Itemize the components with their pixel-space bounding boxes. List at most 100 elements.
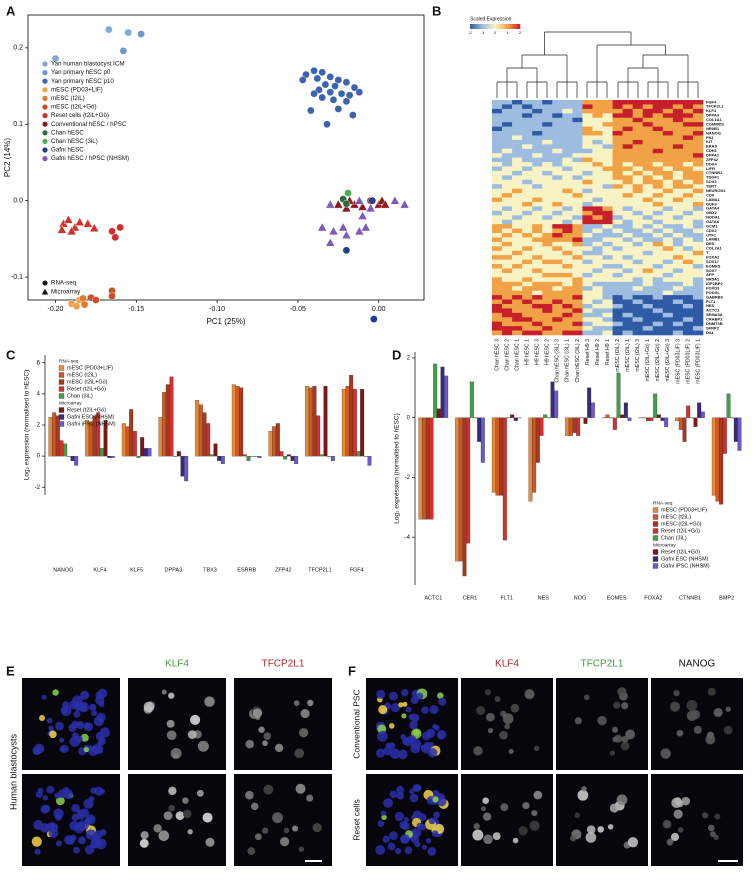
heatmap-cell xyxy=(692,131,704,136)
legend-swatch xyxy=(58,386,65,392)
heatmap-cell xyxy=(492,108,503,114)
data-point xyxy=(51,54,60,63)
legend-swatch xyxy=(652,507,659,513)
heatmap-cell xyxy=(622,290,633,296)
heatmap-cell xyxy=(562,326,573,331)
heatmap-cell xyxy=(552,330,563,336)
data-point xyxy=(326,88,335,96)
heatmap-cell xyxy=(592,290,603,296)
heatmap-cell xyxy=(662,259,674,265)
heatmap-cell xyxy=(582,255,593,260)
cell-nucleus xyxy=(375,845,386,855)
heatmap-cell xyxy=(642,126,654,132)
heatmap-cell xyxy=(502,303,513,309)
heatmap-cell xyxy=(552,206,563,212)
heatmap-cell xyxy=(522,246,533,252)
heatmap-cell xyxy=(592,237,603,243)
heatmap-cell xyxy=(682,290,694,296)
heatmap-cell xyxy=(592,175,603,181)
cell-nucleus xyxy=(42,795,48,801)
legend-label: Microarray xyxy=(51,289,81,296)
heatmap-cell xyxy=(682,188,694,194)
heatmap-cell xyxy=(542,317,553,322)
bar xyxy=(52,412,57,457)
heatmap-cell xyxy=(542,308,553,314)
heatmap-cell xyxy=(572,126,583,132)
heatmap-cell xyxy=(582,108,593,114)
heatmap-cell xyxy=(592,135,603,141)
cell-nucleus xyxy=(300,709,310,719)
heatmap-cell xyxy=(562,303,573,309)
bar xyxy=(455,417,460,562)
heatmap-cell xyxy=(592,201,603,207)
heatmap-cell xyxy=(652,308,664,314)
bar xyxy=(132,431,137,457)
heatmap-cell xyxy=(592,281,603,287)
bar xyxy=(550,381,555,418)
y-tick-label: 2 xyxy=(37,423,41,429)
heatmap-cell xyxy=(632,126,644,132)
heatmap-cell xyxy=(612,219,623,225)
cell-nucleus xyxy=(414,841,421,848)
heatmap-cell xyxy=(632,170,644,176)
heatmap-cell xyxy=(682,268,694,274)
heatmap-cell xyxy=(542,241,553,247)
data-point xyxy=(310,89,318,98)
panel-letter: B xyxy=(432,3,441,18)
heatmap-cell xyxy=(512,286,523,291)
cell-nucleus xyxy=(263,784,274,795)
heatmap-cell xyxy=(552,295,563,300)
heatmap-cell xyxy=(602,108,613,114)
heatmap-cell xyxy=(522,122,533,127)
heatmap-cell xyxy=(652,277,664,283)
heatmap-cell xyxy=(662,108,674,114)
heatmap-cell xyxy=(602,326,613,331)
heatmap-cell xyxy=(582,139,593,145)
heatmap-cell xyxy=(612,233,623,238)
cell-nucleus xyxy=(87,745,99,756)
heatmap-cell xyxy=(642,286,654,291)
heatmap-cell xyxy=(652,104,664,110)
heatmap-cell xyxy=(532,144,543,150)
bar xyxy=(612,417,617,430)
heatmap-cell xyxy=(572,184,583,189)
heatmap-cell xyxy=(522,237,533,243)
cell-nucleus xyxy=(473,823,480,830)
heatmap-cell xyxy=(512,277,523,283)
bar xyxy=(495,417,500,496)
heatmap-cell xyxy=(532,321,543,327)
heatmap-cell xyxy=(572,215,583,221)
heatmap-cell xyxy=(602,179,613,185)
heatmap-cell xyxy=(612,144,623,150)
row-label: GABRB3 xyxy=(706,294,724,299)
heatmap-cell xyxy=(682,317,694,322)
heatmap-cell xyxy=(612,157,623,163)
heatmap-cell xyxy=(522,228,533,234)
y-tick-label: 4 xyxy=(37,391,41,397)
heatmap-cell xyxy=(542,219,553,225)
cell-nucleus xyxy=(574,812,580,818)
heatmap-cell xyxy=(562,330,573,336)
heatmap-cell xyxy=(632,162,644,167)
heatmap-cell xyxy=(572,290,583,296)
heatmap-cell xyxy=(582,131,593,136)
bar xyxy=(444,375,449,418)
heatmap-cell xyxy=(692,233,704,238)
heatmap-cell xyxy=(692,184,704,189)
heatmap-cell xyxy=(592,308,603,314)
heatmap-cell xyxy=(622,233,633,238)
heatmap-cell xyxy=(512,228,523,234)
bar xyxy=(645,417,650,421)
heatmap-cell xyxy=(692,299,704,305)
heatmap-cell xyxy=(592,113,603,119)
heatmap-cell xyxy=(662,281,674,287)
legend-label: Chan (3iL) xyxy=(67,393,93,399)
heatmap-cell xyxy=(592,166,603,172)
heatmap-cell xyxy=(622,179,633,185)
cell-nucleus xyxy=(502,713,514,725)
bar xyxy=(279,451,284,457)
bar xyxy=(367,455,372,466)
heatmap-cell xyxy=(522,166,533,172)
cell-nucleus xyxy=(83,722,94,732)
heatmap-cell xyxy=(552,162,563,167)
